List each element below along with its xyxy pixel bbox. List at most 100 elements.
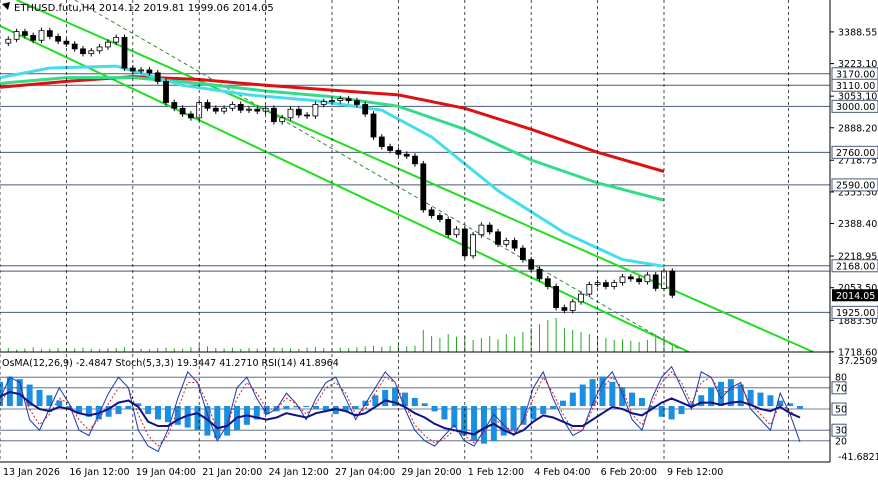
osma-bar — [421, 403, 428, 407]
osma-bar — [668, 406, 675, 420]
candle-body — [204, 102, 211, 109]
candle-body — [544, 278, 551, 287]
osma-bar — [530, 406, 537, 420]
candle-body — [627, 276, 634, 280]
stoch-main-line — [0, 365, 801, 453]
candle-body — [436, 215, 443, 220]
stoch-signal-line — [0, 371, 801, 447]
level-label: 3000.00 — [836, 102, 875, 113]
candle-body — [55, 36, 61, 42]
level-label-box — [831, 78, 878, 92]
osma-bar — [540, 406, 547, 415]
candle-body — [661, 270, 667, 289]
oscillator-level-box — [831, 402, 847, 416]
osma-bar — [569, 392, 576, 407]
candle-body — [212, 107, 219, 112]
time-tick-label: 1 Feb 12:00 — [468, 467, 524, 478]
time-tick-label: 6 Feb 20:00 — [601, 467, 657, 478]
osma-bar — [461, 406, 468, 436]
oscillator-tick-label: 20 — [835, 436, 847, 447]
candle-body — [370, 113, 377, 138]
osma-bar — [559, 400, 566, 407]
candle-body — [561, 307, 568, 311]
osma-bar — [155, 406, 162, 420]
channel-line — [16, 0, 814, 353]
osma-bar — [253, 406, 260, 420]
candle-body — [254, 108, 261, 112]
time-tick-label: 24 Jan 12:00 — [269, 467, 329, 478]
candle-body — [495, 231, 501, 245]
candle-body — [503, 240, 510, 245]
osma-bar — [708, 387, 715, 407]
candle-body — [154, 72, 161, 82]
candle-body — [520, 247, 526, 261]
time-tick-label: 13 Jan 2026 — [3, 467, 60, 478]
candle-body — [553, 286, 559, 308]
osma-bar — [283, 406, 290, 409]
osma-bar — [332, 406, 339, 415]
candle-body — [329, 100, 335, 102]
candle-body — [146, 69, 153, 74]
candle-body — [362, 104, 369, 115]
candle-body — [536, 268, 543, 280]
level-label-box — [831, 145, 878, 159]
osma-bar — [313, 406, 320, 409]
osma-bar — [648, 406, 655, 409]
candle-body — [171, 102, 178, 109]
candle-body — [30, 35, 37, 41]
price-tick-label: 2218.95 — [838, 252, 877, 263]
indicator-pane[interactable] — [0, 365, 830, 453]
candle-body — [337, 98, 344, 101]
osma-bar — [757, 392, 764, 407]
candle-body — [113, 36, 120, 43]
osma-bar — [510, 406, 517, 431]
level-label: 2760.00 — [836, 148, 875, 159]
candle-body — [295, 108, 302, 116]
candle-body — [304, 114, 311, 117]
price-tick-label: 2888.20 — [838, 123, 877, 134]
candle-body — [13, 31, 20, 40]
osma-bar — [787, 403, 794, 407]
osma-bar — [105, 406, 112, 417]
osma-bar — [322, 406, 329, 412]
osma-bar — [401, 392, 408, 407]
price-tick-label: 2388.40 — [838, 219, 877, 230]
time-tick-label: 4 Feb 04:00 — [534, 467, 590, 478]
osma-bar — [224, 406, 231, 436]
candle-body — [486, 224, 493, 233]
time-tick-label: 19 Jan 04:00 — [136, 467, 196, 478]
time-tick-label: 21 Jan 20:00 — [202, 467, 262, 478]
candle-body — [578, 293, 584, 303]
candle-body — [611, 282, 618, 287]
price-tick-label: 3053.10 — [838, 92, 877, 103]
candle-body — [511, 240, 518, 249]
osma-bar — [431, 406, 438, 412]
osma-bar — [550, 406, 557, 409]
time-tick-label: 29 Jan 20:00 — [401, 467, 461, 478]
osma-bar — [500, 406, 507, 436]
osma-tick-label: -41.6821 — [838, 452, 878, 463]
oscillator-level-box — [831, 423, 847, 437]
osma-bar — [747, 389, 754, 407]
level-label: 2168.00 — [836, 261, 875, 272]
level-label-box — [831, 305, 878, 319]
osma-bar — [76, 406, 83, 415]
candle-body — [246, 108, 252, 111]
osma-bar — [451, 406, 458, 428]
osma-bar — [125, 406, 132, 409]
osma-bar — [737, 384, 744, 407]
osma-bar — [214, 406, 221, 439]
candle-body — [38, 30, 45, 41]
candle-body — [287, 108, 294, 119]
osma-bar — [589, 379, 596, 407]
candle-body — [5, 38, 12, 44]
candle-body — [428, 209, 435, 216]
osma-bar — [619, 387, 626, 407]
osma-bar — [115, 406, 122, 415]
oscillator-tick-label: 70 — [835, 383, 847, 394]
osma-tick-label: 37.2509 — [838, 356, 877, 367]
candle-body — [345, 98, 352, 101]
candle-body — [403, 153, 410, 157]
